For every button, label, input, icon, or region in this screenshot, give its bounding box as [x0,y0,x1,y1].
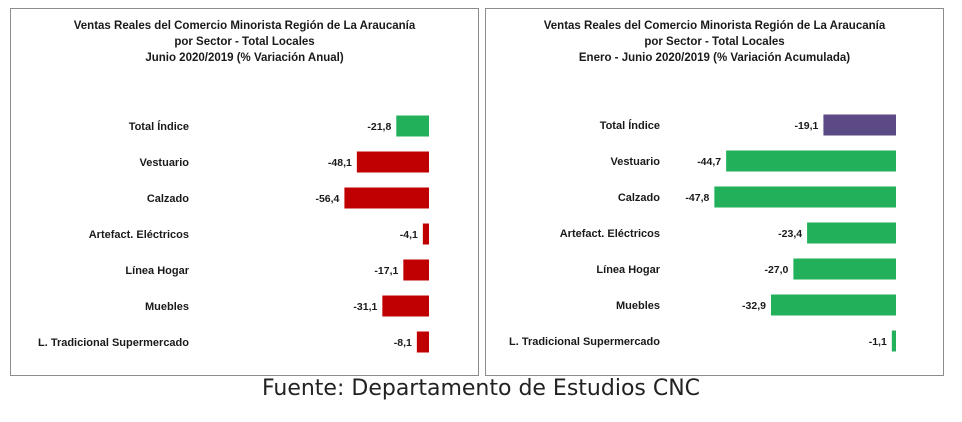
left-bar-4 [403,259,429,281]
chart-title-right-line3: Enero - Junio 2020/2019 (% Variación Acu… [578,52,851,64]
left-category-label-2: Calzado [147,193,189,205]
left-category-label-3: Artefact. Eléctricos [89,229,189,241]
right-value-label-6: -1,1 [869,336,887,348]
right-value-label-5: -32,9 [742,300,766,312]
left-value-label-6: -8,1 [394,337,412,349]
right-bar-1 [726,150,896,172]
right-value-label-0: -19,1 [794,120,818,132]
chart-title-right-line2: por Sector - Total Locales [644,36,785,48]
right-bar-5 [770,294,896,316]
left-value-label-0: -21,8 [367,121,391,133]
left-value-label-1: -48,1 [328,157,352,169]
chart-title-right: Ventas Reales del Comercio Minorista Reg… [486,18,943,66]
right-category-label-1: Vestuario [610,156,660,168]
chart-title-right-line1: Ventas Reales del Comercio Minorista Reg… [543,20,886,32]
left-bar-1 [356,151,429,173]
right-bar-0 [823,114,896,136]
right-value-label-2: -47,8 [685,192,709,204]
right-bar-3 [807,222,896,244]
left-value-label-5: -31,1 [353,301,377,313]
right-category-label-6: L. Tradicional Supermercado [509,336,660,348]
left-bar-3 [422,223,429,245]
left-bar-6 [416,331,429,353]
left-category-label-1: Vestuario [139,157,189,169]
left-value-label-2: -56,4 [315,193,339,205]
chart-title-left-line2: por Sector - Total Locales [174,36,315,48]
left-bar-2 [344,187,429,209]
left-value-label-3: -4,1 [400,229,418,241]
right-category-label-3: Artefact. Eléctricos [560,228,660,240]
right-bar-2 [714,186,896,208]
right-category-label-4: Línea Hogar [596,264,660,276]
right-category-label-2: Calzado [618,192,660,204]
left-value-label-4: -17,1 [374,265,398,277]
left-category-label-6: L. Tradicional Supermercado [38,337,189,349]
left-bar-0 [396,115,429,137]
right-value-label-1: -44,7 [697,156,721,168]
right-bar-4 [793,258,896,280]
left-bar-5 [382,295,429,317]
chart-title-left-line3: Junio 2020/2019 (% Variación Anual) [145,52,344,64]
bar-chart-right: -19,1 Total Índice -44,7 Vestuario -47,8 Calz… [509,114,896,352]
right-value-label-4: -27,0 [764,264,788,276]
left-category-label-4: Línea Hogar [125,265,189,277]
chart-panel-left: Ventas Reales del Comercio Minorista Reg… [10,8,479,376]
chart-title-left-line1: Ventas Reales del Comercio Minorista Reg… [73,20,416,32]
right-category-label-0: Total Índice [600,119,660,132]
right-value-label-3: -23,4 [778,228,802,240]
bar-chart-left: -21,8 Total Índice -48,1 Vestuario -56,4 Calz… [38,115,429,353]
chart-panel-right: Ventas Reales del Comercio Minorista Reg… [485,8,944,376]
source-caption: Fuente: Departamento de Estudios CNC [261,376,701,401]
right-bar-6 [891,330,896,352]
chart-title-left: Ventas Reales del Comercio Minorista Reg… [11,18,478,66]
left-category-label-5: Muebles [145,301,189,313]
right-category-label-5: Muebles [616,300,660,312]
left-category-label-0: Total Índice [129,120,189,133]
